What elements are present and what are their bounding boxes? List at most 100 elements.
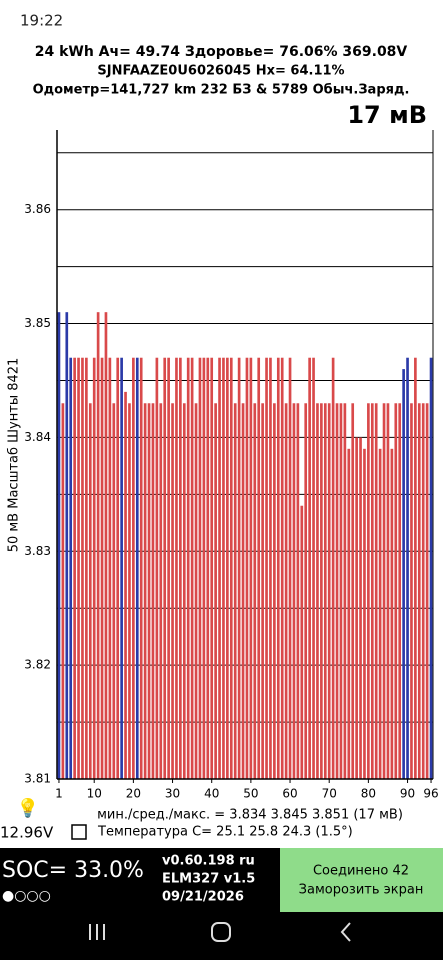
bar <box>261 403 264 779</box>
bar <box>147 403 151 779</box>
y-tick-label: 3.81 <box>24 772 51 786</box>
x-tick-label: 96 <box>423 787 438 801</box>
bar <box>351 403 355 779</box>
bar <box>355 437 358 779</box>
clock: 19:22 <box>20 12 63 30</box>
bar <box>410 403 413 779</box>
bar <box>155 357 159 779</box>
bar <box>394 403 398 779</box>
bar <box>402 369 405 779</box>
bar <box>308 357 311 779</box>
x-tick-label: 80 <box>361 787 376 801</box>
bar <box>151 403 155 779</box>
bar <box>214 403 217 779</box>
bar <box>96 312 100 779</box>
bar <box>276 357 280 779</box>
aux-voltage: 12.96V <box>0 824 54 842</box>
bar <box>382 403 386 779</box>
soc-panel <box>0 848 280 912</box>
bar <box>61 403 65 779</box>
bar <box>257 357 261 779</box>
x-tick-label: 40 <box>204 787 219 801</box>
bar <box>374 403 378 779</box>
bar <box>100 357 104 779</box>
home[interactable] <box>211 922 231 942</box>
calendar-icon <box>71 824 87 840</box>
bar <box>229 357 233 779</box>
freeze-button[interactable] <box>280 848 443 912</box>
bar <box>265 357 268 779</box>
bar <box>92 357 96 779</box>
bar <box>253 403 257 779</box>
bar <box>135 357 139 779</box>
bar <box>343 403 347 779</box>
bar <box>167 357 170 779</box>
bar <box>108 357 112 779</box>
y-axis-title: 50 мВ Масштаб Шунты 8421 <box>7 358 22 553</box>
nav-bar <box>0 912 443 960</box>
bar <box>312 357 315 779</box>
bar <box>198 357 202 779</box>
soc: SOC= 33.0% <box>2 858 144 883</box>
header-line: 24 kWh Ач= 49.74 Здоровье= 76.06% 369.08… <box>35 44 408 60</box>
bar <box>335 403 339 779</box>
stats: мин./сред./макс. = 3.834 3.845 3.851 (17… <box>97 808 403 823</box>
bar <box>88 403 92 779</box>
bar <box>429 357 433 779</box>
bar <box>210 357 214 779</box>
bar <box>421 403 425 779</box>
bar <box>77 357 80 779</box>
bar <box>339 403 343 779</box>
y-tick-label: 3.84 <box>24 430 51 444</box>
bar <box>273 403 276 779</box>
bar <box>65 312 69 779</box>
dots: ●○○○ <box>2 888 51 904</box>
bar <box>57 312 61 779</box>
header-line: SJNFAAZE0U6026045 Hx= 64.11% <box>97 64 344 79</box>
status-bar <box>0 0 443 40</box>
bar <box>367 403 370 779</box>
bar <box>104 312 108 779</box>
bar <box>179 357 182 779</box>
bar <box>323 403 327 779</box>
bar <box>237 357 241 779</box>
bar <box>233 403 237 779</box>
bar <box>120 357 123 779</box>
bar <box>116 357 120 779</box>
bar <box>139 357 143 779</box>
bar <box>390 448 394 779</box>
bar <box>159 403 163 779</box>
bar <box>386 403 390 779</box>
bar <box>171 403 174 779</box>
x-tick-label: 1 <box>55 787 63 801</box>
x-tick-label: 20 <box>126 787 141 801</box>
bar <box>347 448 351 779</box>
bar <box>128 403 131 779</box>
bar <box>182 403 186 779</box>
bar <box>112 403 116 779</box>
bar <box>284 403 288 779</box>
bar <box>378 448 382 779</box>
y-tick-label: 3.85 <box>24 316 51 330</box>
freeze-label[interactable]: Заморозить экран <box>299 883 424 898</box>
date: 09/21/2026 <box>162 890 244 905</box>
bar <box>327 403 331 779</box>
bar <box>132 357 135 779</box>
y-tick-label: 3.86 <box>24 202 51 216</box>
bar <box>175 357 178 779</box>
back[interactable] <box>340 922 351 942</box>
bar <box>124 391 127 779</box>
plot: 3.81 3.82 3.83 3.84 3.85 3.86 1 10 20 30 40 50 60 70 8… <box>24 130 439 801</box>
bar <box>363 448 366 779</box>
version: v0.60.198 ru <box>162 854 255 869</box>
bar <box>190 357 194 779</box>
recent-apps[interactable] <box>89 924 105 940</box>
bar <box>85 357 88 779</box>
bar <box>218 357 221 779</box>
bar <box>245 357 249 779</box>
header-line: Одометр=141,727 km 232 БЗ & 5789 Обыч.За… <box>33 83 410 98</box>
bar <box>316 403 319 779</box>
bar <box>249 357 253 779</box>
y-tick-label: 3.83 <box>24 544 51 558</box>
